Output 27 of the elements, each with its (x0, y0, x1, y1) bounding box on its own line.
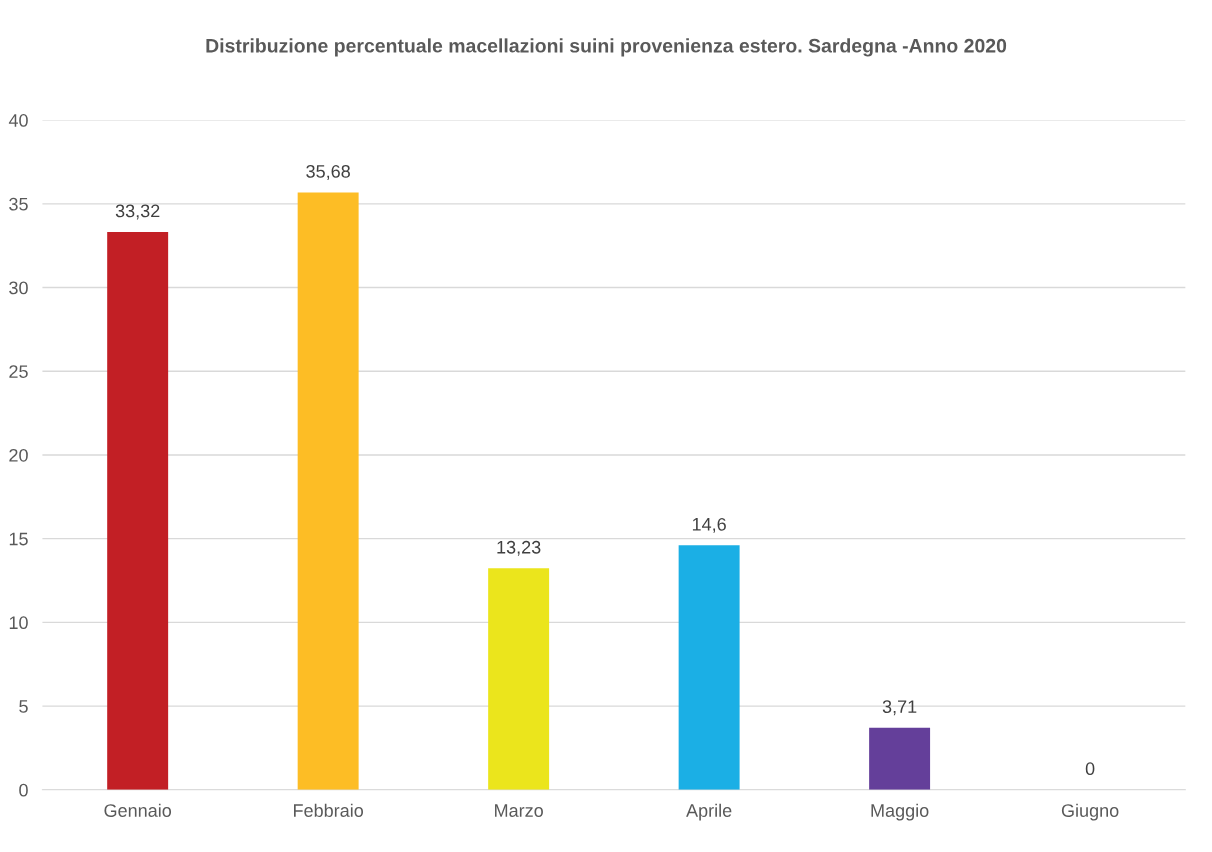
x-tick-label: Aprile (686, 803, 732, 821)
bar (869, 727, 931, 790)
y-tick-label: 0 (19, 783, 28, 797)
data-label: 33,32 (115, 204, 160, 220)
y-tick-label: 15 (9, 532, 28, 546)
y-tick-label: 35 (9, 197, 28, 211)
bar (678, 545, 740, 790)
chart-title: Distribuzione percentuale macellazioni suini provenienza estero. Sardegna -Anno 2020 (206, 38, 1007, 57)
y-tick-label: 30 (9, 281, 28, 295)
data-label: 35,68 (306, 164, 350, 180)
x-tick-label: Gennaio (104, 803, 172, 817)
y-tick-label: 10 (9, 616, 28, 630)
bar (107, 231, 169, 790)
x-tick-label: Giugno (1061, 803, 1119, 821)
y-tick-label: 20 (9, 448, 28, 462)
x-tick-label: Maggio (871, 803, 929, 821)
data-label: 0 (1085, 762, 1095, 776)
data-label: 13,23 (497, 540, 541, 556)
data-label: 14,6 (692, 517, 726, 533)
data-label: 3,71 (882, 700, 917, 716)
y-tick-label: 40 (8, 114, 28, 127)
bar (488, 568, 550, 790)
bar (297, 192, 359, 790)
x-tick-label: Marzo (495, 804, 543, 817)
x-tick-label: Febbraio (294, 803, 364, 817)
y-tick-label: 5 (19, 700, 28, 713)
y-tick-label: 25 (9, 365, 28, 378)
